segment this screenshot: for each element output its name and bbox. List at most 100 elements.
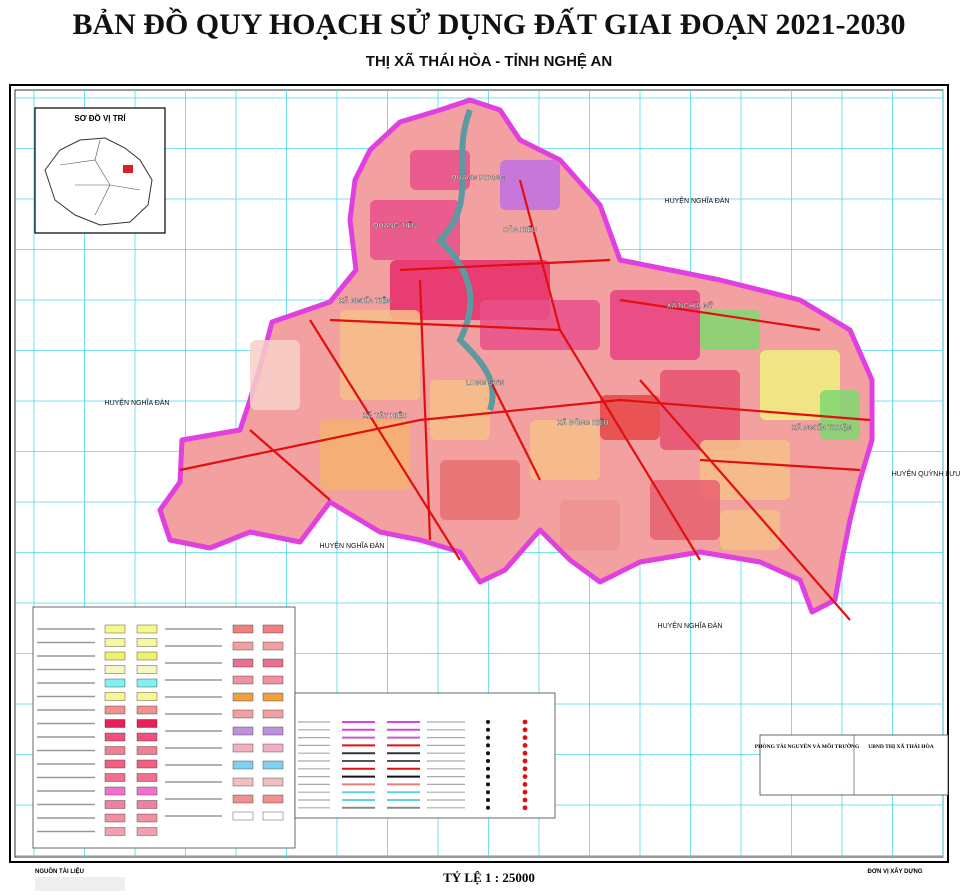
legend-swatch	[136, 746, 158, 755]
legend-swatch	[104, 665, 126, 674]
road	[639, 379, 851, 621]
legend-swatch	[136, 719, 158, 728]
legend-point-symbol	[522, 758, 528, 764]
legend-swatch	[232, 760, 254, 770]
legend-swatch	[104, 651, 126, 661]
signature-right: UBND THỊ XÃ THÁI HÒA	[868, 742, 934, 750]
place-labels: HUYỆN NGHĨA ĐÀN HUYỆN NGHĨA ĐÀN HUYỆN NGHĨ…	[105, 175, 961, 630]
land-parcel	[440, 460, 520, 520]
land-parcel	[700, 310, 760, 350]
legend-point-symbol	[522, 805, 528, 811]
legend-swatch	[104, 705, 126, 715]
legend-swatch	[262, 658, 284, 668]
road	[179, 398, 871, 472]
legend-swatch	[232, 743, 254, 753]
river	[435, 108, 496, 411]
legend-swatch	[262, 794, 284, 804]
land-parcel	[250, 340, 300, 410]
legend-swatch	[136, 665, 158, 674]
neighbor-label: HUYỆN NGHĨA ĐÀN	[665, 196, 730, 205]
legend-point-symbol	[486, 790, 490, 795]
land-parcel	[820, 390, 860, 440]
legend-point-symbol	[486, 798, 490, 802]
road	[518, 179, 562, 331]
legend-swatch	[104, 624, 126, 634]
legend-swatch	[104, 692, 126, 701]
legend-swatch	[232, 794, 254, 804]
legend-swatch	[262, 624, 284, 634]
legend-point-symbol	[522, 782, 528, 787]
legend-swatch	[262, 726, 284, 736]
legend-point-symbol	[486, 720, 490, 724]
neighbor-label: HUYỆN NGHĨA ĐÀN	[658, 621, 723, 630]
legend-swatch	[232, 726, 254, 736]
legend-swatch	[232, 624, 254, 634]
legend-swatch	[136, 678, 158, 688]
land-parcel	[720, 510, 780, 550]
commune-label: XÃ TÂY HIẾU	[363, 410, 407, 420]
legend-point-symbol	[522, 774, 528, 779]
legend-swatch	[136, 759, 158, 769]
legend-swatch	[262, 777, 284, 787]
legend-swatch	[136, 732, 158, 742]
legend-swatch	[232, 692, 254, 702]
legend-swatch	[104, 732, 126, 742]
land-parcel	[370, 200, 460, 260]
legend-swatch	[262, 709, 284, 719]
inset-location	[123, 165, 133, 173]
legend-swatch	[232, 709, 254, 719]
legend-swatch	[232, 658, 254, 668]
neighbor-label: HUYỆN NGHĨA ĐÀN	[105, 398, 170, 407]
map-title: BẢN ĐỒ QUY HOẠCH SỬ DỤNG ĐẤT GIAI ĐOẠN 2…	[72, 7, 905, 41]
legend-swatch	[136, 827, 158, 836]
legend-point-symbol	[486, 782, 490, 787]
road	[619, 298, 821, 332]
commune-label: HÒA HIẾU	[503, 224, 537, 234]
inset-boundaries	[59, 139, 141, 216]
legend-point-symbol	[522, 743, 528, 748]
legend-swatch	[232, 777, 254, 787]
land-parcel	[530, 420, 600, 480]
legend-rows	[37, 624, 284, 836]
land-parcel	[660, 370, 740, 450]
legend-swatch	[262, 692, 284, 702]
legend-swatch	[136, 638, 158, 647]
legend-swatch	[136, 705, 158, 715]
legend-point-symbol	[486, 805, 490, 810]
legend-swatch	[262, 743, 284, 753]
legend-swatch	[232, 641, 254, 651]
legend-point-symbol	[486, 735, 490, 740]
neighbor-label: HUYỆN NGHĨA ĐÀN	[320, 541, 385, 550]
legend-point-symbol	[486, 774, 490, 779]
builder-title: ĐƠN VỊ XÂY DỰNG	[868, 868, 923, 875]
legend-point-symbol	[486, 743, 490, 748]
legend-symbols	[294, 692, 556, 819]
legend-point-symbol	[486, 759, 490, 763]
legend-swatch	[136, 800, 158, 809]
land-parcel	[320, 420, 410, 490]
legend-swatch	[262, 811, 284, 821]
land-parcel	[340, 310, 420, 400]
land-parcel	[480, 300, 600, 350]
legend-swatch	[232, 811, 254, 821]
land-parcel	[430, 380, 490, 440]
roads	[179, 179, 871, 621]
commune-label: XÃ NGHĨA THUẬN	[792, 423, 852, 432]
legend-swatch	[104, 773, 126, 782]
source-title: NGUỒN TÀI LIỆU	[35, 867, 84, 875]
legend-swatch	[136, 813, 158, 823]
legend-swatch	[104, 759, 126, 769]
legend-point-symbol	[522, 727, 528, 733]
legend-swatch	[104, 719, 126, 728]
neighbor-label: HUYỆN QUỲNH LƯU	[892, 469, 961, 478]
commune-label: QUANG PHONG	[451, 175, 505, 182]
legend-swatch	[232, 675, 254, 685]
signature-left: PHÒNG TÀI NGUYÊN VÀ MÔI TRƯỜNG	[755, 742, 860, 750]
land-parcel	[190, 460, 260, 520]
road	[329, 318, 561, 332]
legend-point-symbol	[522, 719, 528, 725]
legend-swatch	[104, 786, 126, 796]
legend-swatch	[262, 760, 284, 770]
legend-swatch	[104, 746, 126, 755]
